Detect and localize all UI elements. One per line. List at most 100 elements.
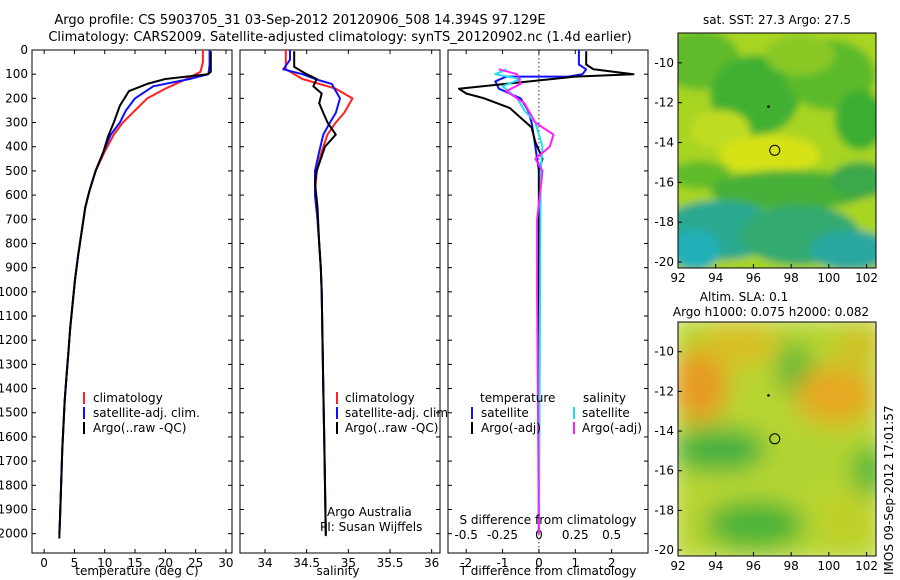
previous-position-marker bbox=[767, 105, 770, 108]
series-line-satellite-s- bbox=[494, 68, 544, 534]
x-tick-label: 25 bbox=[188, 556, 203, 570]
depth-tick-label: 200 bbox=[5, 91, 28, 105]
difference-depth-ticks bbox=[448, 49, 648, 535]
map-x-tick-label: 98 bbox=[784, 271, 799, 285]
sla-map-y-ticks: -10 -12 -14 -16 -18 -20 bbox=[654, 345, 682, 557]
x-tick-label: -1 bbox=[497, 556, 509, 570]
salinity-xlabel: salinity bbox=[316, 564, 359, 578]
legend-temperature-heading: temperature bbox=[480, 391, 555, 405]
legend-argo-label: Argo(..raw -QC) bbox=[93, 421, 186, 435]
imos-timestamp: IMOS 09-Sep-2012 17:01:57 bbox=[882, 405, 896, 575]
x-tick-label: 0 bbox=[535, 556, 543, 570]
difference-top-ticks: -0.5 -0.25 0 0.25 0.5 bbox=[454, 528, 621, 542]
difference-axes bbox=[447, 49, 649, 554]
map-x-tick-label: 100 bbox=[817, 271, 840, 285]
series-line-argo-raw-qc- bbox=[293, 51, 337, 537]
map-y-tick-label: -16 bbox=[654, 464, 674, 478]
x-tick-label: 2 bbox=[608, 556, 616, 570]
legend-climatology-label: climatology bbox=[345, 391, 415, 405]
x-tick-label: 10 bbox=[97, 556, 112, 570]
depth-tick-label: 1500 bbox=[0, 406, 28, 420]
depth-tick-label: 1200 bbox=[0, 333, 28, 347]
x-tick-label: 15 bbox=[127, 556, 142, 570]
header-line-2: Climatology: CARS2009. Satellite-adjuste… bbox=[48, 30, 631, 45]
map-y-tick-label: -20 bbox=[654, 255, 674, 269]
salinity-depth-ticks bbox=[240, 49, 440, 535]
x-tick-label: 20 bbox=[158, 556, 173, 570]
map-y-tick-label: -12 bbox=[654, 384, 674, 398]
temperature-xlabel: temperature (deg C) bbox=[75, 564, 198, 578]
argo-position-marker bbox=[769, 144, 781, 156]
map-x-tick-label: 102 bbox=[855, 271, 878, 285]
map-x-tick-label: 96 bbox=[746, 271, 761, 285]
x-tick-label: 30 bbox=[218, 556, 233, 570]
top-tick-label: -0.25 bbox=[487, 528, 518, 542]
depth-tick-label: 600 bbox=[5, 188, 28, 202]
difference-legend: temperature salinity satellite Argo(-adj… bbox=[471, 391, 642, 435]
sla-map-x-ticks: 92 94 96 98 100 102 bbox=[670, 552, 878, 573]
map-y-tick-label: -10 bbox=[654, 345, 674, 359]
sla-map-frame bbox=[677, 321, 877, 557]
difference-top-label: S difference from climatology bbox=[460, 513, 637, 527]
map-y-tick-label: -14 bbox=[654, 136, 674, 150]
map-y-tick-label: -14 bbox=[654, 424, 674, 438]
sst-map-title: sat. SST: 27.3 Argo: 27.5 bbox=[703, 13, 851, 27]
temperature-series bbox=[58, 50, 212, 539]
temperature-x-ticks: 0 5 10 15 20 25 30 bbox=[40, 50, 234, 570]
legend-sat-s-label: satellite bbox=[582, 406, 630, 420]
sla-map-title-1: Altim. SLA: 0.1 bbox=[700, 290, 788, 304]
legend-sat-t-label: satellite bbox=[481, 406, 529, 420]
depth-tick-label: 1800 bbox=[0, 478, 28, 492]
sst-map-image bbox=[678, 33, 876, 268]
legend-satellite-label: satellite-adj. clim. bbox=[93, 406, 200, 420]
x-tick-label: 36 bbox=[424, 556, 439, 570]
x-tick-label: 0 bbox=[40, 556, 48, 570]
depth-tick-label: 1600 bbox=[0, 430, 28, 444]
map-y-tick-label: -20 bbox=[654, 543, 674, 557]
difference-series bbox=[457, 50, 635, 534]
depth-tick-label: 1900 bbox=[0, 502, 28, 516]
legend-satellite-label: satellite-adj. clim. bbox=[345, 406, 452, 420]
depth-tick-label: 100 bbox=[5, 67, 28, 81]
argo-position-marker bbox=[769, 433, 781, 445]
temperature-axes bbox=[31, 49, 233, 554]
top-tick-label: 0.5 bbox=[602, 528, 621, 542]
depth-tick-label: 0 bbox=[20, 43, 28, 57]
map-y-tick-label: -16 bbox=[654, 175, 674, 189]
sst-map-x-ticks: 92 94 96 98 100 102 bbox=[670, 264, 878, 285]
legend-argo-s-label: Argo(-adj) bbox=[582, 421, 642, 435]
x-tick-label: 1 bbox=[571, 556, 579, 570]
map-x-tick-label: 96 bbox=[746, 559, 761, 573]
map-x-tick-label: 94 bbox=[708, 559, 723, 573]
legend-argo-t-label: Argo(-adj) bbox=[481, 421, 541, 435]
sla-map-image bbox=[678, 322, 876, 556]
temperature-depth-ticks: 0 100 200 300 400 500 600 700 800 900 1000 1100 1200… bbox=[0, 43, 232, 541]
difference-xlabel: T difference from climatology bbox=[459, 564, 637, 578]
x-tick-label: 35.5 bbox=[377, 556, 404, 570]
map-y-tick-label: -10 bbox=[654, 56, 674, 70]
depth-tick-label: 800 bbox=[5, 236, 28, 250]
map-y-tick-label: -12 bbox=[654, 96, 674, 110]
sst-map-frame bbox=[677, 32, 877, 269]
credit-line-2: PI: Susan Wijffels bbox=[320, 520, 422, 534]
map-x-tick-label: 100 bbox=[817, 559, 840, 573]
legend-climatology-label: climatology bbox=[93, 391, 163, 405]
salinity-axes bbox=[239, 49, 441, 554]
series-line-argo-adj-s- bbox=[498, 68, 555, 534]
temperature-legend: climatology satellite-adj. clim. Argo(..… bbox=[83, 391, 200, 435]
depth-tick-label: 700 bbox=[5, 212, 28, 226]
top-tick-label: 0.25 bbox=[562, 528, 589, 542]
legend-salinity-heading: salinity bbox=[583, 391, 626, 405]
x-tick-label: 35 bbox=[341, 556, 356, 570]
depth-tick-label: 1300 bbox=[0, 357, 28, 371]
x-tick-label: 34 bbox=[257, 556, 272, 570]
map-x-tick-label: 92 bbox=[670, 559, 685, 573]
sla-map-title-2: Argo h1000: 0.075 h2000: 0.082 bbox=[673, 305, 869, 319]
depth-tick-label: 300 bbox=[5, 116, 28, 130]
header-line-1: Argo profile: CS 5903705_31 03-Sep-2012 … bbox=[54, 13, 545, 28]
top-tick-label: -0.5 bbox=[454, 528, 477, 542]
x-tick-label: 5 bbox=[71, 556, 79, 570]
map-x-tick-label: 92 bbox=[670, 271, 685, 285]
depth-tick-label: 1400 bbox=[0, 382, 28, 396]
